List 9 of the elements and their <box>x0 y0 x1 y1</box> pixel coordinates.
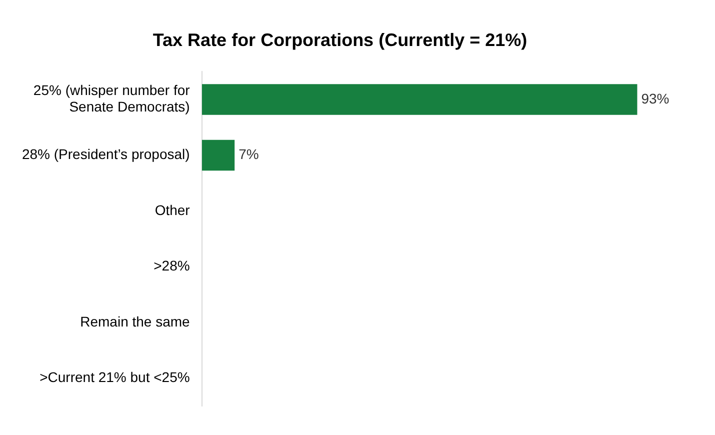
data-label: 7% <box>238 146 259 162</box>
y-tick-label: Other <box>154 202 190 218</box>
y-tick-label: Remain the same <box>80 313 190 330</box>
y-tick-label: >Current 21% but <25% <box>40 369 190 386</box>
data-label: 93% <box>641 90 670 106</box>
y-tick-label: 28% (President’s proposal) <box>22 146 190 162</box>
chart-title: Tax Rate for Corporations (Currently = 21%) <box>152 30 528 50</box>
y-tick-label: 25% (whisper number for Senate Democrats) <box>33 82 190 115</box>
y-tick-label: >28% <box>154 258 190 274</box>
